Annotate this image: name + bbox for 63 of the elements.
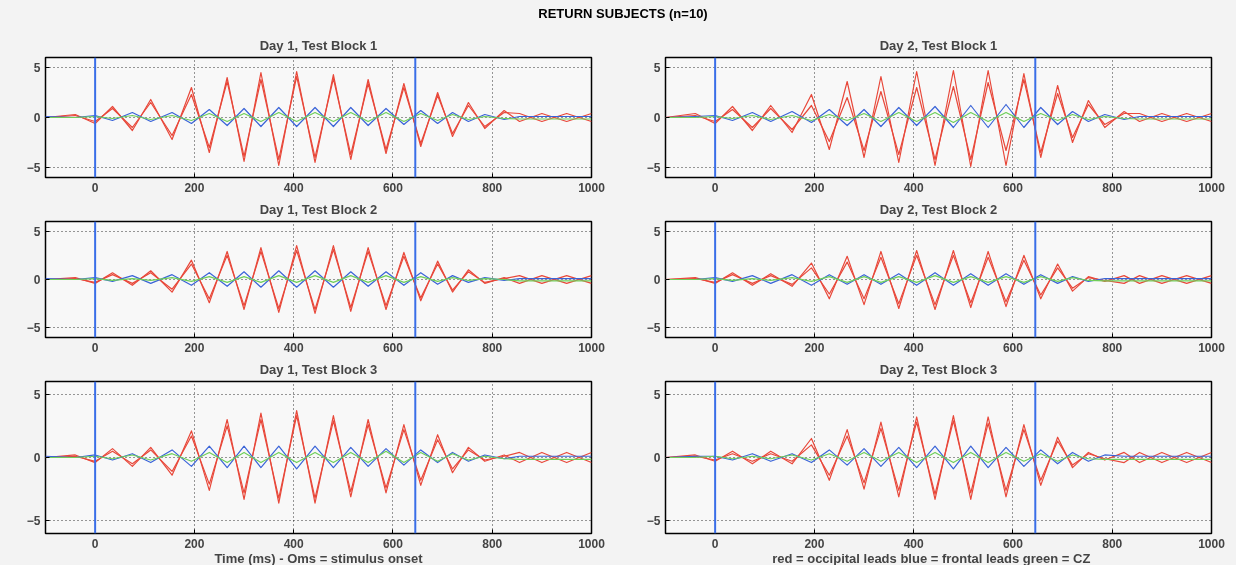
x-tick-label: 400 [903,180,925,195]
x-tick-label: 600 [1002,180,1024,195]
x-tick-label: 600 [382,536,404,551]
y-tick-label: 5 [33,224,41,239]
x-tick-label: 800 [1102,340,1123,355]
x-tick-label: 200 [804,180,825,195]
y-tick-label: 5 [653,61,661,75]
x-tick-label: 400 [283,536,305,551]
chart-title: Day 1, Test Block 3 [259,361,378,377]
x-tick-label: 200 [184,536,205,551]
x-tick-label: 800 [482,180,503,195]
y-tick-label: −5 [26,161,41,175]
y-tick-label: 5 [653,224,661,239]
y-tick-label: −5 [646,161,661,175]
chart-title: Day 2, Test Block 1 [879,37,998,53]
x-tick-label: 0 [711,180,719,195]
y-tick-label: 5 [653,387,661,402]
x-tick-label: 0 [711,340,719,355]
x-tick-label: 600 [1002,340,1024,355]
x-tick-label: 1000 [578,180,606,195]
x-tick-label: 200 [184,340,205,355]
y-tick-label: 0 [33,451,41,465]
y-tick-label: 0 [33,273,41,287]
x-axis-title: red = occipital leads blue = frontal leads green = CZ [772,550,1091,565]
x-tick-label: 400 [283,180,305,195]
text: RETURN SUBJECTS (n=10) [538,5,708,23]
y-tick-label: 0 [33,111,41,125]
x-tick-label: 400 [903,536,925,551]
y-tick-label: 5 [33,387,41,402]
x-tick-label: 1000 [578,536,606,551]
x-tick-label: 400 [283,340,305,355]
x-tick-label: 600 [382,180,404,195]
x-tick-label: 600 [1002,536,1024,551]
x-tick-label: 800 [482,340,503,355]
y-tick-label: 0 [653,111,661,125]
x-tick-label: 200 [804,340,825,355]
x-tick-label: 800 [1102,180,1123,195]
x-tick-label: 600 [382,340,404,355]
x-tick-label: 800 [1102,536,1123,551]
x-tick-label: 0 [91,536,99,551]
x-tick-label: 1000 [1198,536,1226,551]
y-tick-label: 0 [653,273,661,287]
chart-title: Day 2, Test Block 3 [879,361,998,377]
x-tick-label: 0 [711,536,719,551]
x-tick-label: 1000 [1198,180,1226,195]
x-tick-label: 0 [91,340,99,355]
chart-title: Day 2, Test Block 2 [879,201,998,217]
y-tick-label: 0 [653,451,661,465]
chart-title: Day 1, Test Block 1 [259,37,378,53]
x-tick-label: 400 [903,340,925,355]
y-tick-label: 5 [33,61,41,75]
y-tick-label: −5 [646,321,661,336]
x-tick-label: 200 [184,180,205,195]
x-tick-label: 200 [804,536,825,551]
x-tick-label: 0 [91,180,99,195]
x-tick-label: 1000 [1198,340,1226,355]
y-tick-label: −5 [26,514,41,529]
x-tick-label: 800 [482,536,503,551]
x-tick-label: 1000 [578,340,606,355]
y-tick-label: −5 [26,321,41,336]
y-tick-label: −5 [646,514,661,529]
x-axis-title: Time (ms) - Oms = stimulus onset [214,550,424,565]
chart-title: Day 1, Test Block 2 [259,201,378,217]
